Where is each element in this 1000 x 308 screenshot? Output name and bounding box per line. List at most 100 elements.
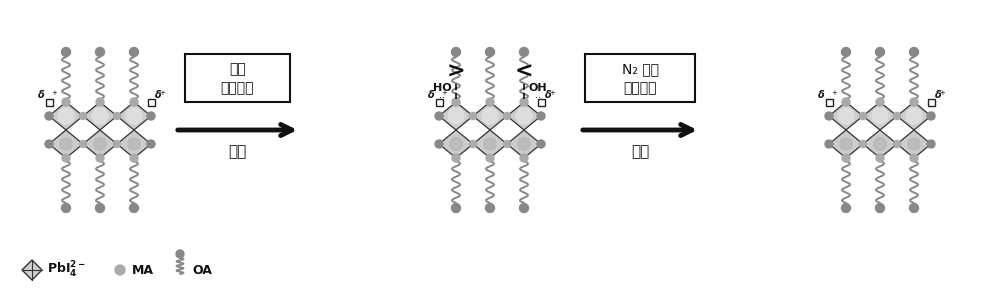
Circle shape xyxy=(876,154,884,162)
Text: δ: δ xyxy=(545,90,552,100)
Text: δ: δ xyxy=(428,90,435,100)
Polygon shape xyxy=(117,102,151,130)
Circle shape xyxy=(520,154,528,162)
Text: +: + xyxy=(939,90,945,96)
Text: 乙醇分子: 乙醇分子 xyxy=(221,82,254,95)
Circle shape xyxy=(537,112,545,120)
Circle shape xyxy=(62,204,70,213)
Bar xyxy=(538,99,544,106)
Circle shape xyxy=(927,112,935,120)
Circle shape xyxy=(842,154,850,162)
Circle shape xyxy=(128,138,140,150)
Circle shape xyxy=(114,112,120,120)
Circle shape xyxy=(62,47,70,56)
Circle shape xyxy=(470,140,477,148)
Text: δ: δ xyxy=(935,90,942,100)
Text: MA: MA xyxy=(132,264,154,277)
Circle shape xyxy=(130,47,138,56)
Circle shape xyxy=(908,138,920,150)
Circle shape xyxy=(876,98,884,106)
Circle shape xyxy=(910,154,918,162)
Circle shape xyxy=(450,138,462,150)
Bar xyxy=(826,99,832,106)
Polygon shape xyxy=(473,130,507,158)
Circle shape xyxy=(838,108,854,124)
Circle shape xyxy=(94,138,106,150)
Text: +: + xyxy=(159,90,165,96)
Circle shape xyxy=(484,138,496,150)
Polygon shape xyxy=(473,102,507,130)
Circle shape xyxy=(910,98,918,106)
Circle shape xyxy=(130,154,138,162)
Circle shape xyxy=(147,140,155,148)
Text: 乙醇分子: 乙醇分子 xyxy=(623,82,657,95)
Circle shape xyxy=(126,108,142,124)
Circle shape xyxy=(504,112,511,120)
Bar xyxy=(185,54,290,102)
Circle shape xyxy=(130,98,138,106)
Circle shape xyxy=(906,108,922,124)
Bar xyxy=(148,99,154,106)
Polygon shape xyxy=(897,102,931,130)
Circle shape xyxy=(520,204,528,213)
Text: 引入: 引入 xyxy=(229,62,246,76)
Circle shape xyxy=(92,108,108,124)
Circle shape xyxy=(80,140,87,148)
Circle shape xyxy=(872,108,888,124)
Circle shape xyxy=(842,47,850,56)
Circle shape xyxy=(60,138,72,150)
Circle shape xyxy=(840,138,852,150)
Circle shape xyxy=(908,138,920,150)
Bar xyxy=(585,54,695,102)
Bar xyxy=(46,99,52,106)
Text: 吸附: 吸附 xyxy=(228,144,247,160)
Circle shape xyxy=(842,204,850,213)
Text: +: + xyxy=(51,90,57,96)
Circle shape xyxy=(874,138,886,150)
Circle shape xyxy=(894,140,900,148)
Circle shape xyxy=(484,138,496,150)
Circle shape xyxy=(520,98,528,106)
Text: HO: HO xyxy=(433,83,451,93)
Circle shape xyxy=(58,108,74,124)
Bar xyxy=(436,99,442,106)
Polygon shape xyxy=(49,102,83,130)
Circle shape xyxy=(62,98,70,106)
Circle shape xyxy=(504,140,511,148)
Polygon shape xyxy=(83,130,117,158)
Polygon shape xyxy=(439,130,473,158)
Circle shape xyxy=(486,204,494,213)
Circle shape xyxy=(452,47,460,56)
Polygon shape xyxy=(83,102,117,130)
Text: >: > xyxy=(447,62,465,82)
Circle shape xyxy=(910,204,918,213)
Text: +: + xyxy=(831,90,837,96)
Circle shape xyxy=(482,108,498,124)
Circle shape xyxy=(94,138,106,150)
Circle shape xyxy=(45,112,53,120)
Text: δ: δ xyxy=(818,90,825,100)
Circle shape xyxy=(876,204,885,213)
Circle shape xyxy=(927,140,935,148)
Circle shape xyxy=(96,204,104,213)
Circle shape xyxy=(128,138,140,150)
Circle shape xyxy=(874,138,886,150)
Circle shape xyxy=(838,108,854,124)
Circle shape xyxy=(470,112,477,120)
Text: ..: .. xyxy=(439,90,445,100)
Circle shape xyxy=(825,112,833,120)
Circle shape xyxy=(537,140,545,148)
Polygon shape xyxy=(507,130,541,158)
Polygon shape xyxy=(117,130,151,158)
Circle shape xyxy=(860,140,866,148)
Circle shape xyxy=(115,265,125,275)
Circle shape xyxy=(842,98,850,106)
Circle shape xyxy=(58,108,74,124)
Circle shape xyxy=(450,138,462,150)
Circle shape xyxy=(96,154,104,162)
Circle shape xyxy=(452,98,460,106)
Circle shape xyxy=(45,140,53,148)
Text: <: < xyxy=(515,62,533,82)
Circle shape xyxy=(176,250,184,258)
Circle shape xyxy=(486,47,494,56)
